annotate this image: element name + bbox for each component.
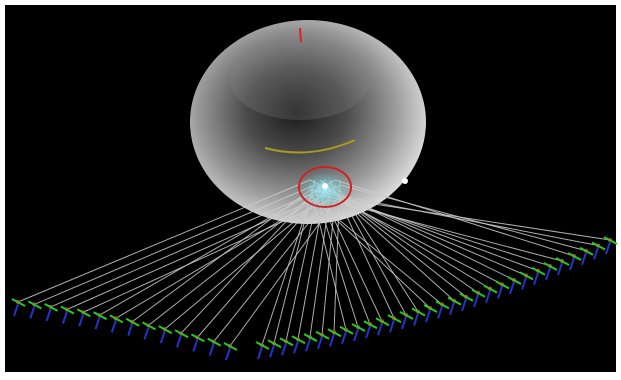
skull-shading: [230, 40, 370, 120]
viewport: [0, 0, 621, 380]
focus-spot: [301, 172, 349, 208]
point: [402, 178, 408, 184]
focus-dot: [322, 183, 328, 189]
marker: [300, 28, 301, 42]
